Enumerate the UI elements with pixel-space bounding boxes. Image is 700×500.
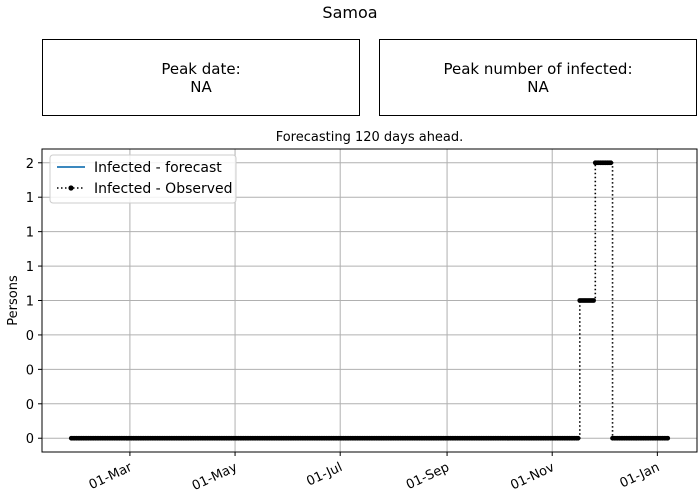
y-tick-label: 1 bbox=[26, 226, 34, 241]
peak-date-label: Peak date: bbox=[161, 59, 241, 78]
y-tick-label: 0 bbox=[26, 398, 34, 413]
peak-date-box: Peak date: NA bbox=[42, 39, 360, 116]
y-tick-label: 1 bbox=[26, 191, 34, 206]
observed-point bbox=[665, 435, 671, 441]
y-tick-label: 0 bbox=[26, 363, 34, 378]
legend-box bbox=[49, 154, 237, 204]
x-tick-label: 01-May bbox=[190, 460, 240, 494]
y-tick-label: 0 bbox=[26, 432, 34, 447]
y-tick-label: 1 bbox=[26, 260, 34, 275]
x-tick-label: 01-Mar bbox=[87, 460, 135, 493]
x-tick-label: 01-Jul bbox=[304, 460, 344, 490]
y-tick-label: 1 bbox=[26, 295, 34, 310]
peak-infected-label: Peak number of infected: bbox=[443, 59, 633, 78]
chart-title: Forecasting 120 days ahead. bbox=[276, 130, 464, 145]
x-tick-label: 01-Sep bbox=[404, 460, 452, 493]
peak-date-value: NA bbox=[190, 77, 212, 96]
legend-observed-marker bbox=[68, 185, 74, 191]
plot-frame bbox=[41, 148, 698, 453]
y-axis-label: Persons bbox=[6, 275, 21, 326]
y-tick-label: 0 bbox=[26, 329, 34, 344]
x-tick-label: 01-Nov bbox=[508, 460, 557, 493]
legend-observed-label: Infected - Observed bbox=[94, 181, 233, 197]
legend-forecast-label: Infected - forecast bbox=[94, 160, 222, 176]
peak-infected-value: NA bbox=[527, 77, 549, 96]
observed-point bbox=[591, 298, 596, 303]
y-tick-label: 2 bbox=[26, 157, 34, 172]
x-tick-label: 01-Jan bbox=[618, 460, 662, 491]
peak-infected-box: Peak number of infected: NA bbox=[379, 39, 697, 116]
page-title: Samoa bbox=[322, 3, 378, 22]
observed-point bbox=[608, 160, 614, 166]
observed-point bbox=[575, 435, 581, 441]
